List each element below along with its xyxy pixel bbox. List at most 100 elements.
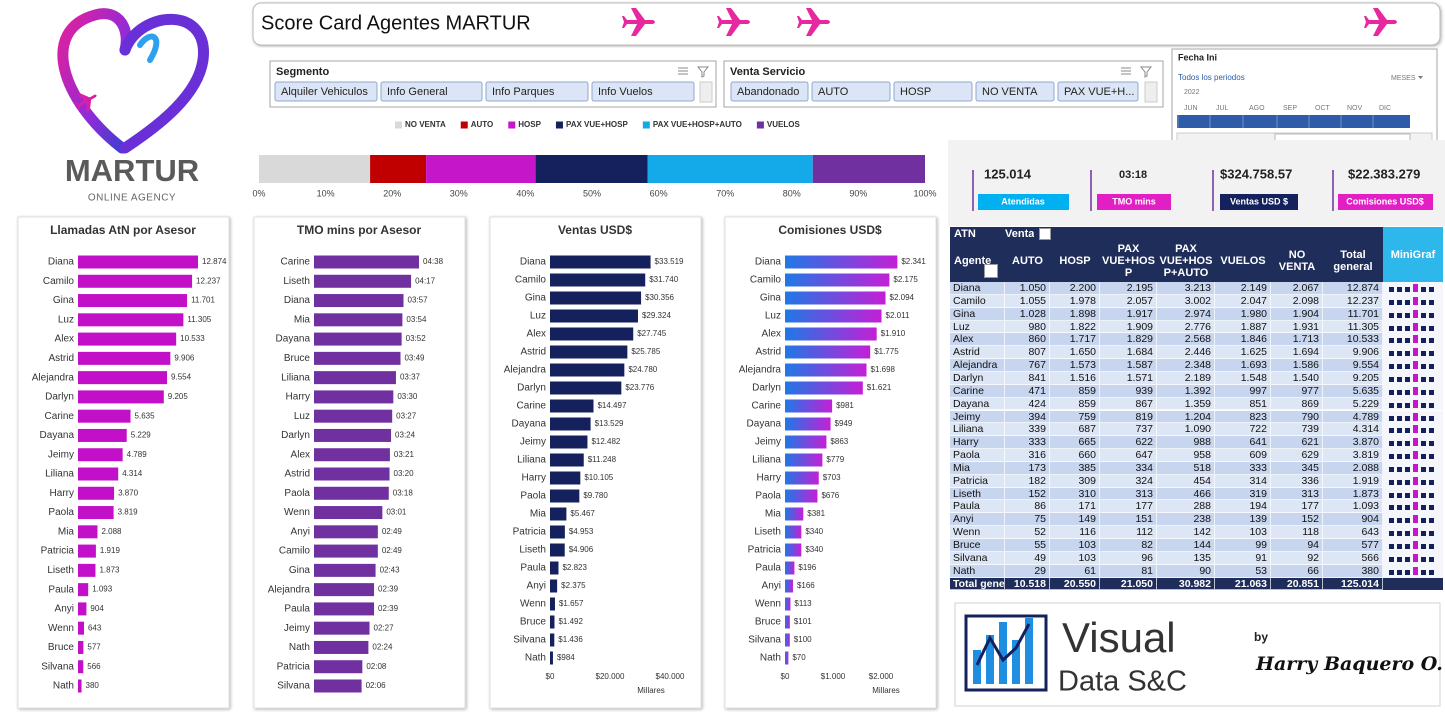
credits-author: Harry Baquero O. <box>1255 653 1443 675</box>
value-label: 02:39 <box>378 585 399 594</box>
table-cell: 867 <box>1100 397 1157 411</box>
slicer-button[interactable] <box>274 81 378 102</box>
category-label: Paula <box>755 563 781 574</box>
bar <box>314 274 412 288</box>
category-label: Anyi <box>55 604 74 615</box>
slicer-item[interactable]: Info Parques <box>492 86 555 98</box>
bar-segment <box>370 155 427 183</box>
timeline-bar[interactable] <box>1177 115 1410 128</box>
table-cell: 29 <box>1005 564 1050 578</box>
slicer-button[interactable] <box>975 81 1055 102</box>
chart-title: Llamadas AtN por Asesor <box>50 223 196 237</box>
column-header: MiniGraf <box>1383 227 1443 282</box>
slicer-item[interactable]: PAX VUE+H... <box>1064 86 1134 98</box>
table-cell: 1.873 <box>1323 487 1383 501</box>
minigraf-mark <box>1405 454 1410 460</box>
bar <box>785 561 795 575</box>
value-label: $70 <box>792 653 806 662</box>
category-label: Paula <box>520 563 546 574</box>
slicer-item[interactable]: Info Vuelos <box>598 86 653 98</box>
table-cell: 3.213 <box>1157 282 1215 295</box>
table-row-label: Agente <box>954 255 992 267</box>
bar <box>550 507 567 521</box>
minigraf-mark <box>1397 338 1402 344</box>
table-cell: 471 <box>1005 384 1050 398</box>
slicer-button[interactable] <box>591 81 695 102</box>
category-label: Patricia <box>277 661 311 672</box>
slicer-title: Segmento <box>276 66 329 78</box>
timeline-period[interactable]: Todos los periodos <box>1178 73 1245 82</box>
value-label: $2.375 <box>561 581 586 590</box>
bar <box>550 543 565 557</box>
column-header: VUELOS <box>1220 254 1266 267</box>
table-cell: 310 <box>1050 487 1100 501</box>
minigraf-mark <box>1421 428 1426 434</box>
title-planes <box>622 8 1397 36</box>
minigraf-mark <box>1421 389 1426 395</box>
table-cell: 49 <box>1005 551 1050 565</box>
slicer-item[interactable]: Abandonado <box>737 86 799 98</box>
slicer-button[interactable] <box>1057 81 1139 102</box>
sort-button[interactable] <box>984 264 998 278</box>
slicer-button[interactable] <box>485 81 589 102</box>
bar <box>785 255 898 269</box>
minigraf-mark <box>1421 351 1426 357</box>
value-label: 12.874 <box>202 257 227 266</box>
table-cell: 9.554 <box>1323 359 1383 372</box>
table-cell: 9.205 <box>1323 371 1383 385</box>
table-cell: 424 <box>1005 397 1050 411</box>
value-label: 3.819 <box>118 508 139 517</box>
table-cell: 52 <box>1005 526 1050 539</box>
value-label: $33.519 <box>655 257 684 266</box>
value-label: $4.906 <box>569 545 594 554</box>
slicer-button[interactable] <box>893 81 973 102</box>
filter-icon[interactable] <box>1121 66 1153 78</box>
category-label: Paola <box>48 507 74 518</box>
minigraf-mark <box>1389 338 1394 344</box>
slicer-button[interactable] <box>730 81 809 102</box>
slicer-item[interactable]: Alquiler Vehiculos <box>281 86 368 98</box>
category-label: Luz <box>530 311 546 322</box>
value-label: $4.953 <box>569 527 594 536</box>
slicer-item[interactable]: HOSP <box>900 86 931 98</box>
slicer-button[interactable] <box>811 81 891 102</box>
category-label: Diana <box>755 257 782 268</box>
category-label: Carine <box>517 401 547 412</box>
minigraf-mark <box>1397 454 1402 460</box>
filter-dropdown[interactable] <box>1039 228 1051 240</box>
plane-icon <box>797 8 830 36</box>
kpi-label: TMO mins <box>1112 196 1156 206</box>
table-cell: 66 <box>1271 564 1323 578</box>
minigraf-mark <box>1413 322 1418 331</box>
slicer-item[interactable]: Info General <box>387 86 448 98</box>
slicer-item[interactable]: AUTO <box>818 86 849 98</box>
table-cell: 823 <box>1215 410 1271 424</box>
table-cell: 2.088 <box>1323 461 1383 475</box>
value-label: $984 <box>557 653 575 662</box>
slicer-button[interactable] <box>380 81 483 102</box>
minigraf-mark <box>1421 364 1426 370</box>
table-cell: 454 <box>1157 474 1215 488</box>
table-cell: 841 <box>1005 371 1050 385</box>
filter-icon[interactable] <box>678 66 710 78</box>
table-cell: 997 <box>1215 384 1271 398</box>
x-tick-label: $2.000 <box>869 672 894 681</box>
category-label: Alejandra <box>32 372 75 383</box>
table-cell: 2.057 <box>1100 294 1157 308</box>
minigraf-mark <box>1405 299 1410 305</box>
x-tick-label: 90% <box>849 188 867 198</box>
category-label: Patricia <box>748 545 782 556</box>
minigraf-cell <box>1383 294 1443 308</box>
timeline-level[interactable]: MESES <box>1391 75 1416 82</box>
minigraf-mark <box>1389 531 1394 537</box>
value-label: $1.621 <box>867 383 892 392</box>
table-cell: 1.917 <box>1100 307 1157 321</box>
value-label: 904 <box>90 604 104 613</box>
bar <box>785 381 863 395</box>
minigraf-mark <box>1389 466 1394 472</box>
minigraf-mark <box>1405 312 1410 318</box>
bar <box>78 390 164 404</box>
bar <box>785 417 831 431</box>
slicer-item[interactable]: NO VENTA <box>982 86 1038 98</box>
minigraf-mark <box>1397 505 1402 511</box>
